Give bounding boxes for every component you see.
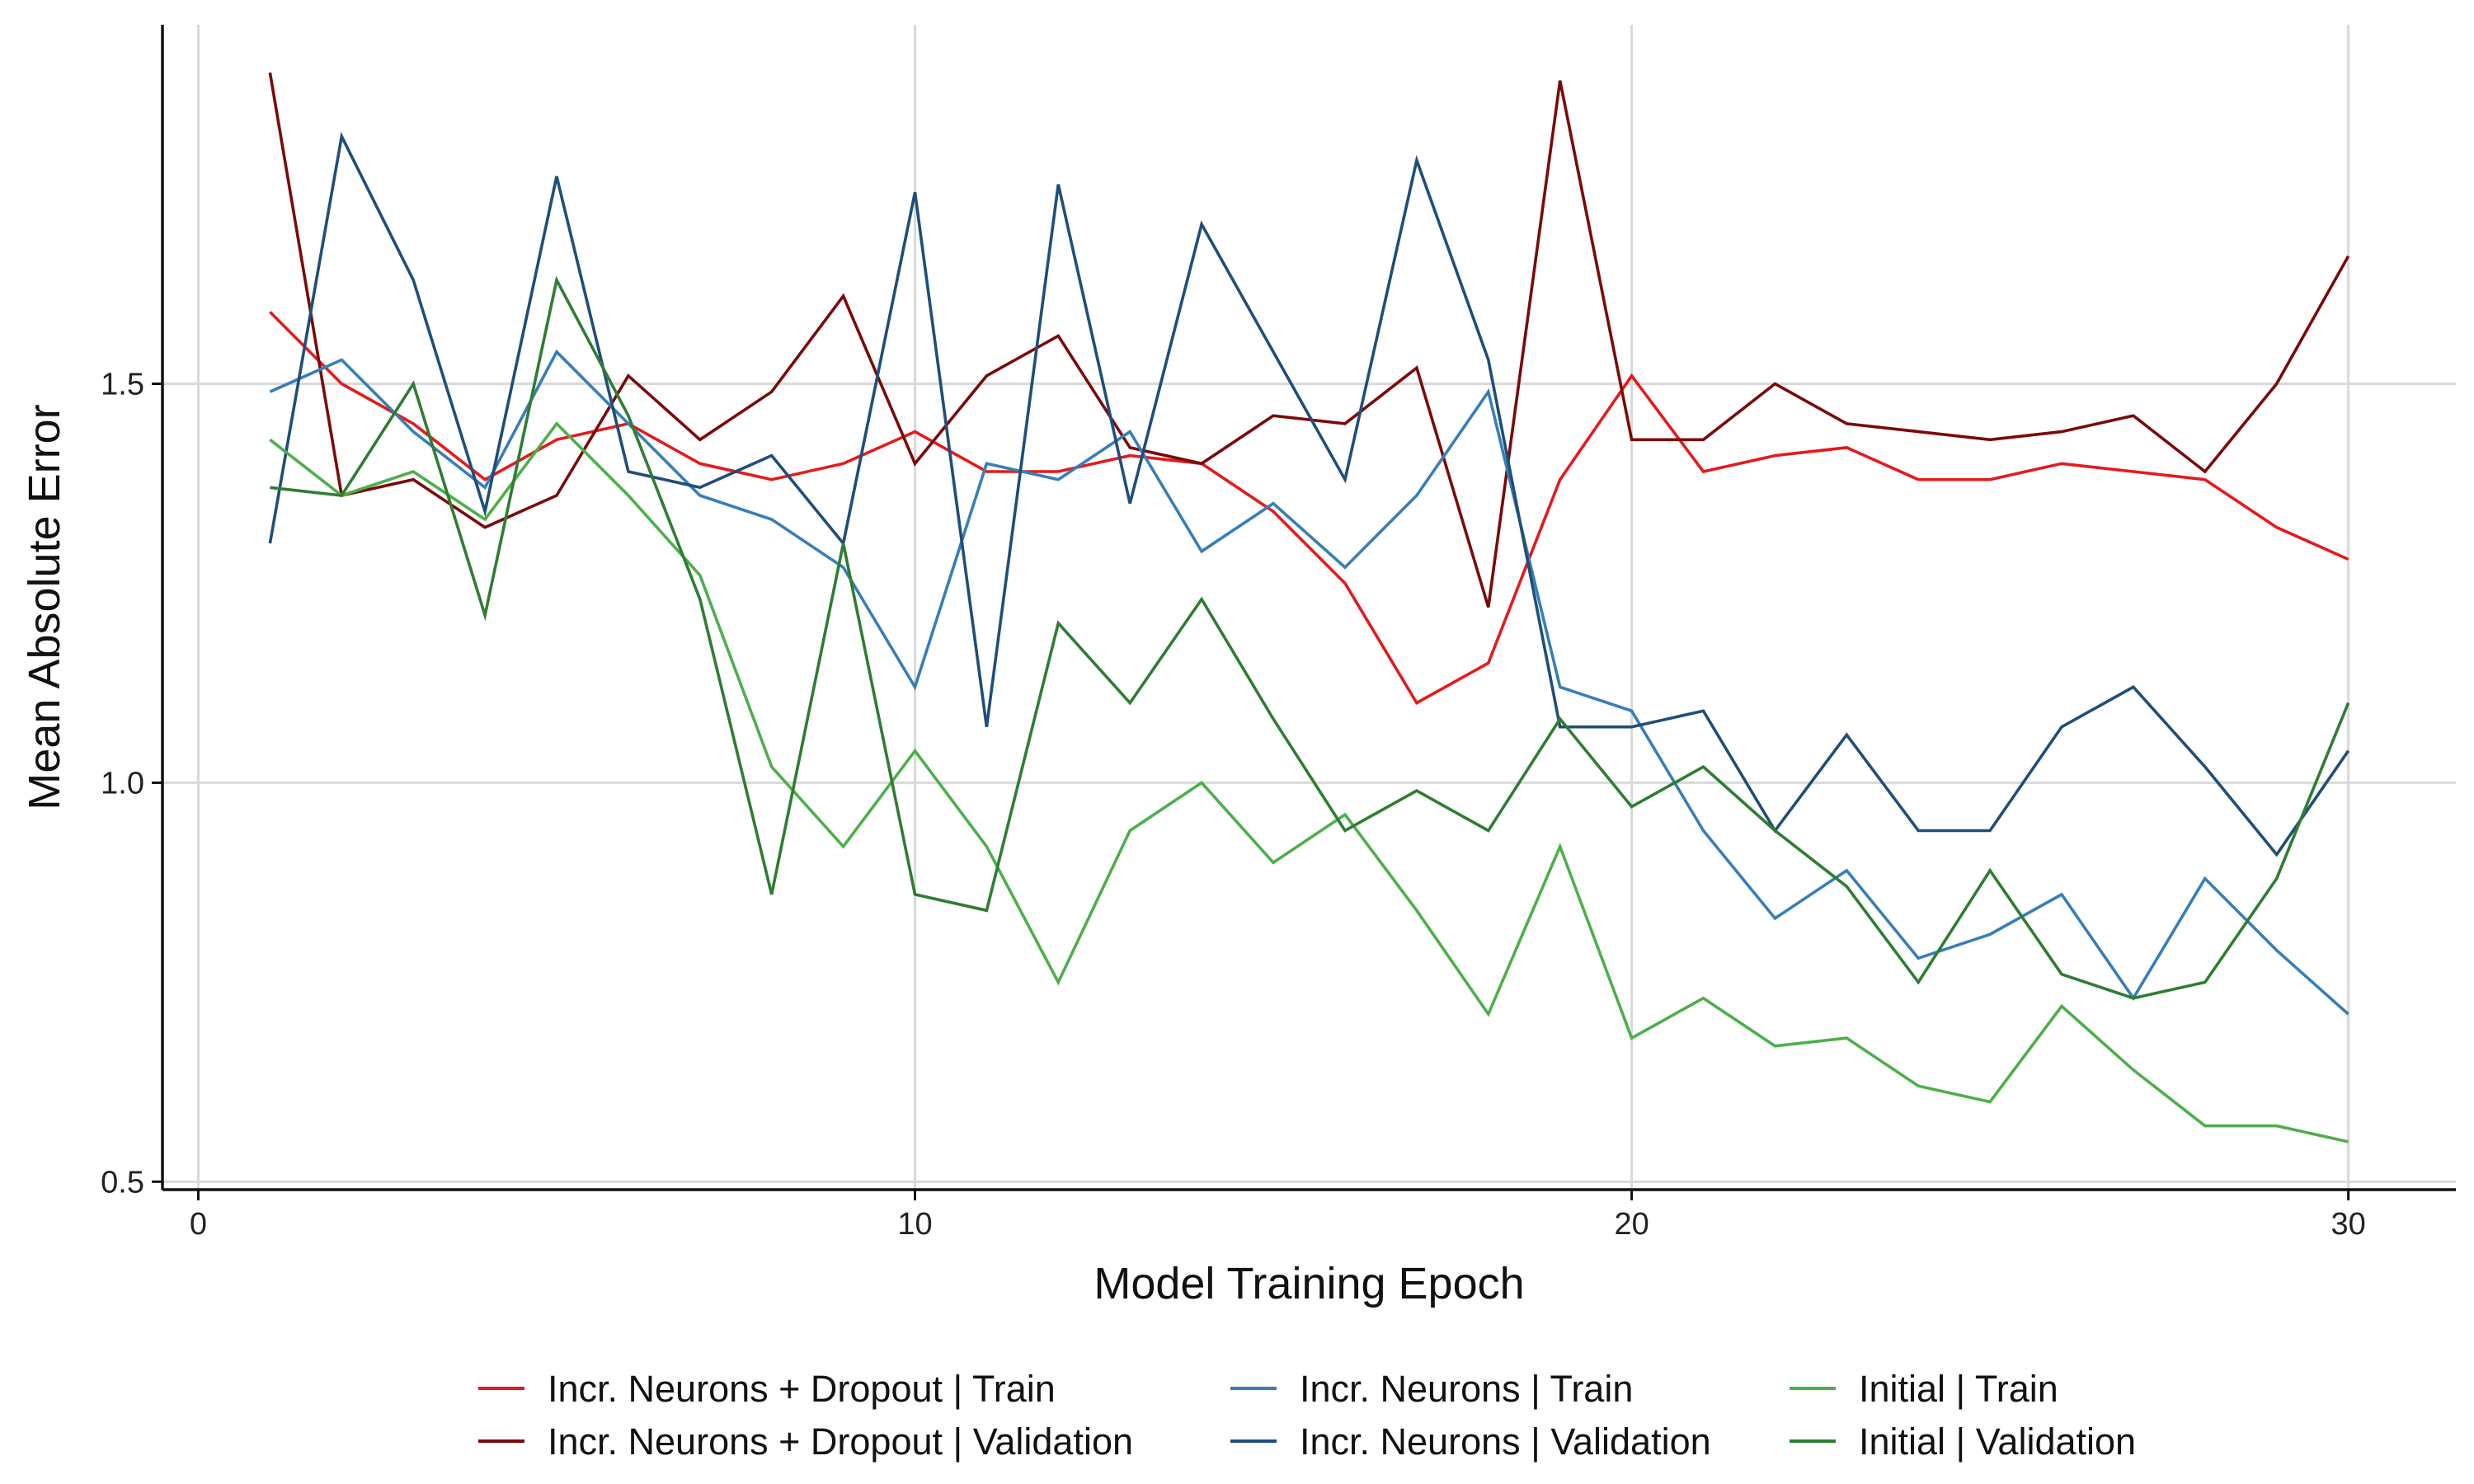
y-tick-label: 1.0 (101, 766, 144, 801)
legend: Incr. Neurons + Dropout | Train Incr. Neu… (478, 1368, 2136, 1463)
series-line-5 (269, 421, 2349, 1144)
x-axis-title: Model Training Epoch (1094, 1259, 1524, 1308)
legend-label: Incr. Neurons + Dropout | Train (548, 1368, 1056, 1410)
x-tick-label: 20 (1614, 1207, 1649, 1242)
tick-labels: 0 10 20 30 0.5 1.0 1.5 (101, 368, 2366, 1242)
legend-label: Initial | Train (1859, 1368, 2058, 1410)
series-line-6 (270, 275, 2350, 1000)
series-line-1 (269, 311, 2349, 706)
series-line-2 (268, 72, 2350, 608)
legend-item: Incr. Neurons + Dropout | Validation (478, 1421, 1133, 1463)
series-lines (268, 72, 2350, 1144)
legend-label: Incr. Neurons | Train (1300, 1368, 1633, 1410)
x-tick-label: 30 (2331, 1207, 2366, 1242)
x-tick-label: 10 (897, 1207, 932, 1242)
legend-item: Initial | Train (1790, 1368, 2058, 1410)
legend-label: Incr. Neurons | Validation (1300, 1421, 1711, 1463)
y-axis-title: Mean Absolute Error (20, 404, 69, 810)
y-tick-label: 1.5 (101, 368, 144, 402)
legend-item: Initial | Validation (1790, 1421, 2136, 1463)
legend-label: Initial | Validation (1859, 1421, 2136, 1463)
legend-item: Incr. Neurons + Dropout | Train (478, 1368, 1056, 1410)
legend-item: Incr. Neurons | Train (1230, 1368, 1633, 1410)
x-tick-label: 0 (190, 1207, 207, 1242)
legend-label: Incr. Neurons + Dropout | Validation (548, 1421, 1133, 1463)
gridlines (162, 25, 2456, 1190)
axes (161, 25, 2456, 1191)
series-line-3 (269, 349, 2349, 1016)
series-line-4 (268, 131, 2350, 857)
legend-item: Incr. Neurons | Validation (1230, 1421, 1711, 1463)
y-tick-label: 0.5 (101, 1165, 144, 1200)
